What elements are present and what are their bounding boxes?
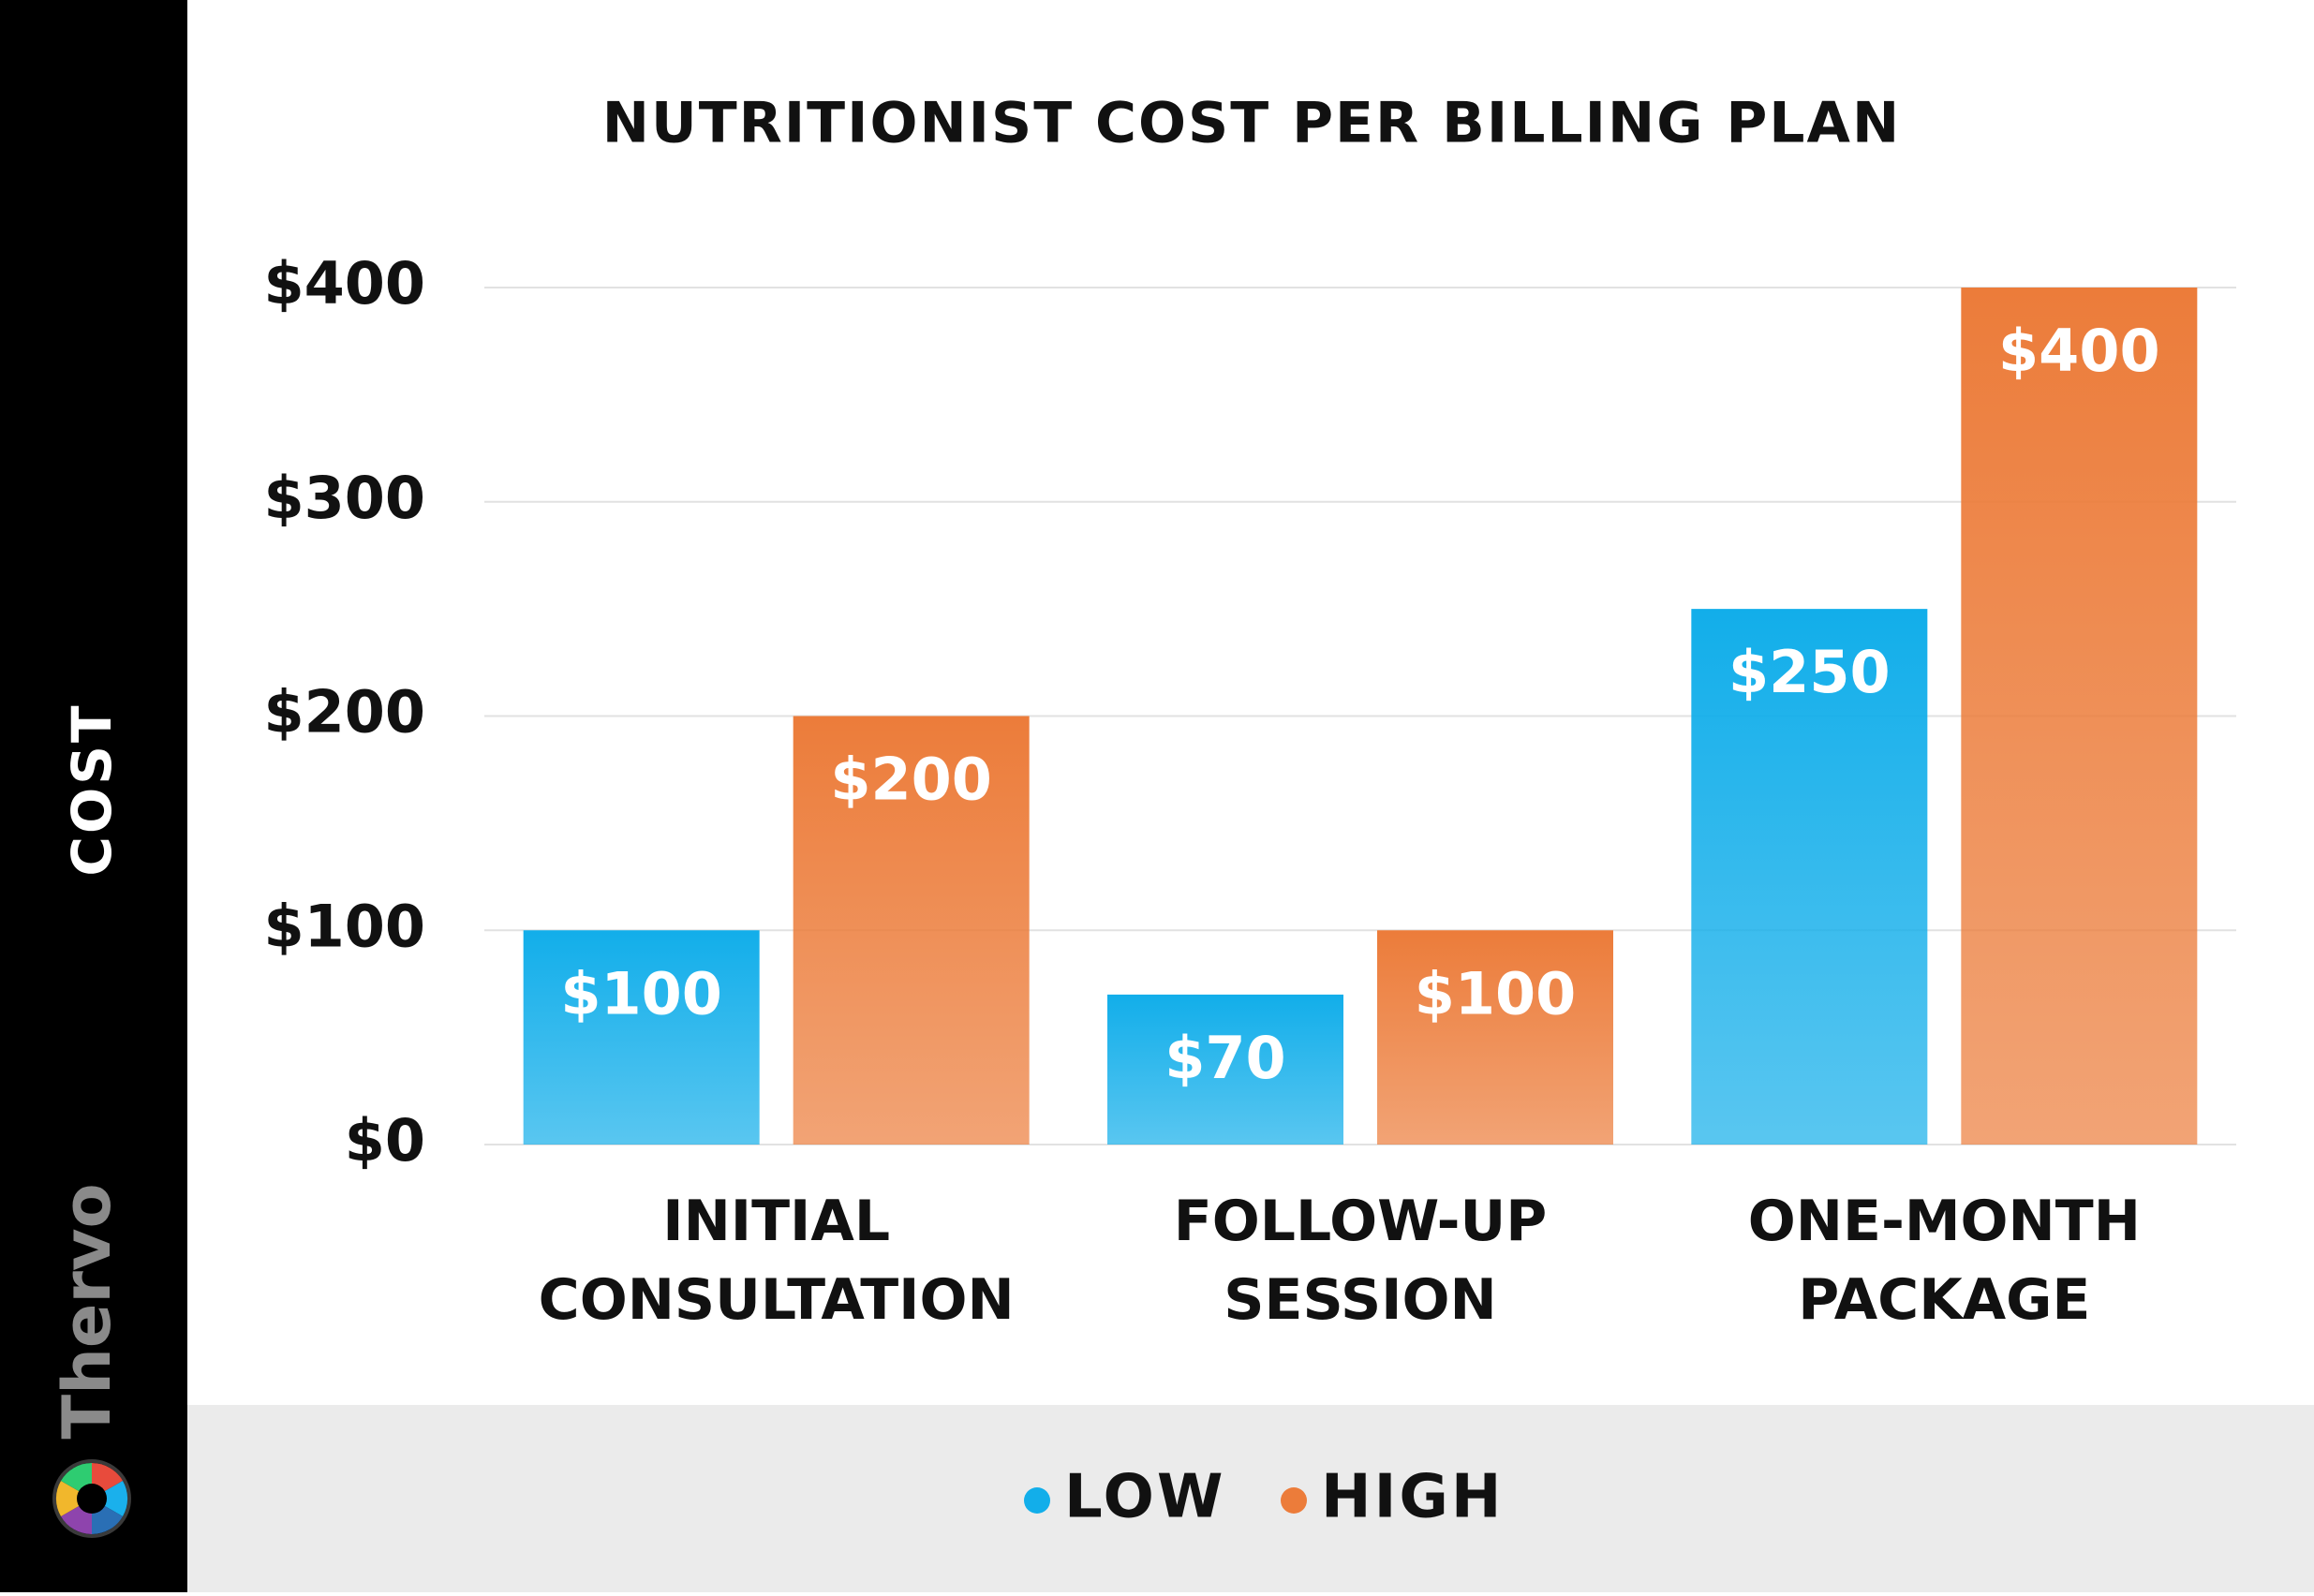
bar (523, 930, 760, 1145)
legend-label: LOW (1064, 1463, 1226, 1532)
value-label: $100 (560, 959, 722, 1027)
bar (1107, 994, 1343, 1145)
bar (1691, 609, 1928, 1145)
x-tick-label: ONE-MONTH PACKAGE (1748, 1189, 2141, 1333)
value-label: $200 (830, 746, 992, 814)
y-tick-label: $100 (263, 892, 425, 960)
bar (1961, 288, 2198, 1145)
bar (793, 716, 1030, 1145)
logo-slice (92, 1481, 128, 1516)
x-tick-label: FOLLOW-UP SESSION (1174, 1189, 1547, 1333)
value-label: $70 (1164, 1024, 1285, 1092)
y-tick-label: $300 (263, 464, 425, 532)
brand-name: Thervo (49, 1183, 126, 1439)
legend-label: HIGH (1321, 1463, 1504, 1532)
chart-title: NUTRITIONIST COST PER BILLING PLAN (602, 91, 1901, 156)
legend-marker (1281, 1487, 1307, 1514)
bar (1377, 930, 1613, 1145)
x-tick-label: INITIAL CONSULTATION (539, 1189, 1015, 1333)
logo-ring (52, 1459, 131, 1538)
y-axis-label: COST (60, 702, 124, 876)
legend-marker (1024, 1487, 1050, 1514)
y-tick-label: $200 (263, 678, 425, 746)
y-tick-label: $0 (345, 1106, 425, 1175)
brand-logo (52, 1459, 131, 1538)
value-label: $250 (1728, 638, 1891, 706)
sidebar (0, 0, 187, 1592)
logo-center (77, 1484, 107, 1514)
value-label: $100 (1415, 959, 1577, 1027)
value-label: $400 (1998, 317, 2160, 385)
logo-slice (55, 1481, 92, 1516)
y-tick-label: $400 (263, 249, 425, 318)
legend-band (187, 1405, 2314, 1592)
